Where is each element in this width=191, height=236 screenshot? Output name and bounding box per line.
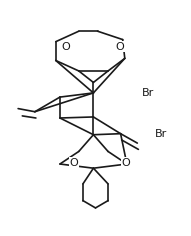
Text: O: O <box>69 158 78 168</box>
Text: Br: Br <box>142 88 154 98</box>
Text: O: O <box>115 42 124 52</box>
Text: Br: Br <box>155 129 167 139</box>
Text: O: O <box>122 158 130 168</box>
Text: O: O <box>61 42 70 52</box>
